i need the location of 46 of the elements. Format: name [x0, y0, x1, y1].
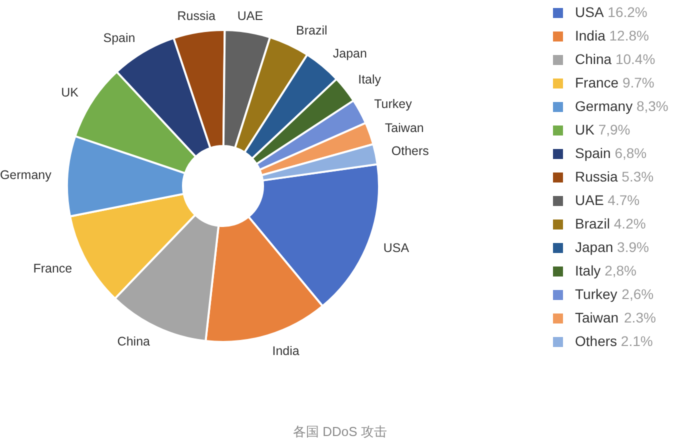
legend-label: Japan [575, 239, 614, 255]
legend-label: Brazil [575, 216, 610, 232]
legend-label: Spain [575, 145, 611, 161]
legend-label: Italy [575, 262, 601, 278]
slice-label: France [33, 262, 72, 276]
slice-label: USA [383, 241, 410, 256]
slice-label: Italy [358, 72, 382, 87]
slice-label: China [117, 334, 150, 349]
slice-label: Taiwan [384, 121, 424, 136]
data-label: 2,6% [622, 286, 654, 302]
data-label: 3.9% [617, 239, 649, 255]
data-label: 2,8% [604, 262, 636, 278]
legend-label: USA [575, 4, 604, 20]
data-label: 4.2% [614, 216, 646, 232]
data-label: 4.7% [608, 192, 640, 208]
text: 各国 DDoS 攻击 [293, 424, 387, 439]
legend-label: UK [575, 122, 596, 138]
data-label: 2.3% [624, 310, 656, 326]
slice-label: Brazil [296, 23, 328, 38]
legend-label: China [575, 51, 612, 67]
data-label: 6,8% [614, 145, 647, 161]
slice-label: Russia [177, 9, 216, 24]
legend-label: Germany [575, 98, 633, 114]
data-label: 5.3% [622, 168, 654, 184]
slice-label: Others [391, 144, 429, 158]
legend-label: Others [575, 333, 618, 349]
data-label: 12.8% [609, 28, 649, 44]
data-label: 16.2% [608, 4, 648, 20]
data-label: 8,3% [636, 98, 668, 114]
legend-label: UAE [575, 192, 604, 208]
legend-label: Taiwan [575, 310, 619, 326]
legend-label: India [575, 28, 606, 44]
slice-label: Turkey [374, 96, 413, 111]
slice-label: UK [61, 86, 80, 100]
slice-label: Germany [0, 168, 52, 182]
slice-label: India [272, 344, 300, 358]
legend-label: Russia [575, 168, 618, 184]
slice-label: Spain [103, 31, 136, 46]
legend-label: Turkey [575, 286, 618, 302]
slice-label: Japan [332, 46, 367, 61]
data-label: 2.1% [620, 333, 653, 349]
data-label: 10.4% [615, 51, 656, 67]
slice-label: UAE [237, 9, 264, 24]
legend-label: France [575, 74, 619, 90]
data-label: 7,9% [598, 122, 630, 138]
data-label: 9.7% [622, 74, 654, 90]
